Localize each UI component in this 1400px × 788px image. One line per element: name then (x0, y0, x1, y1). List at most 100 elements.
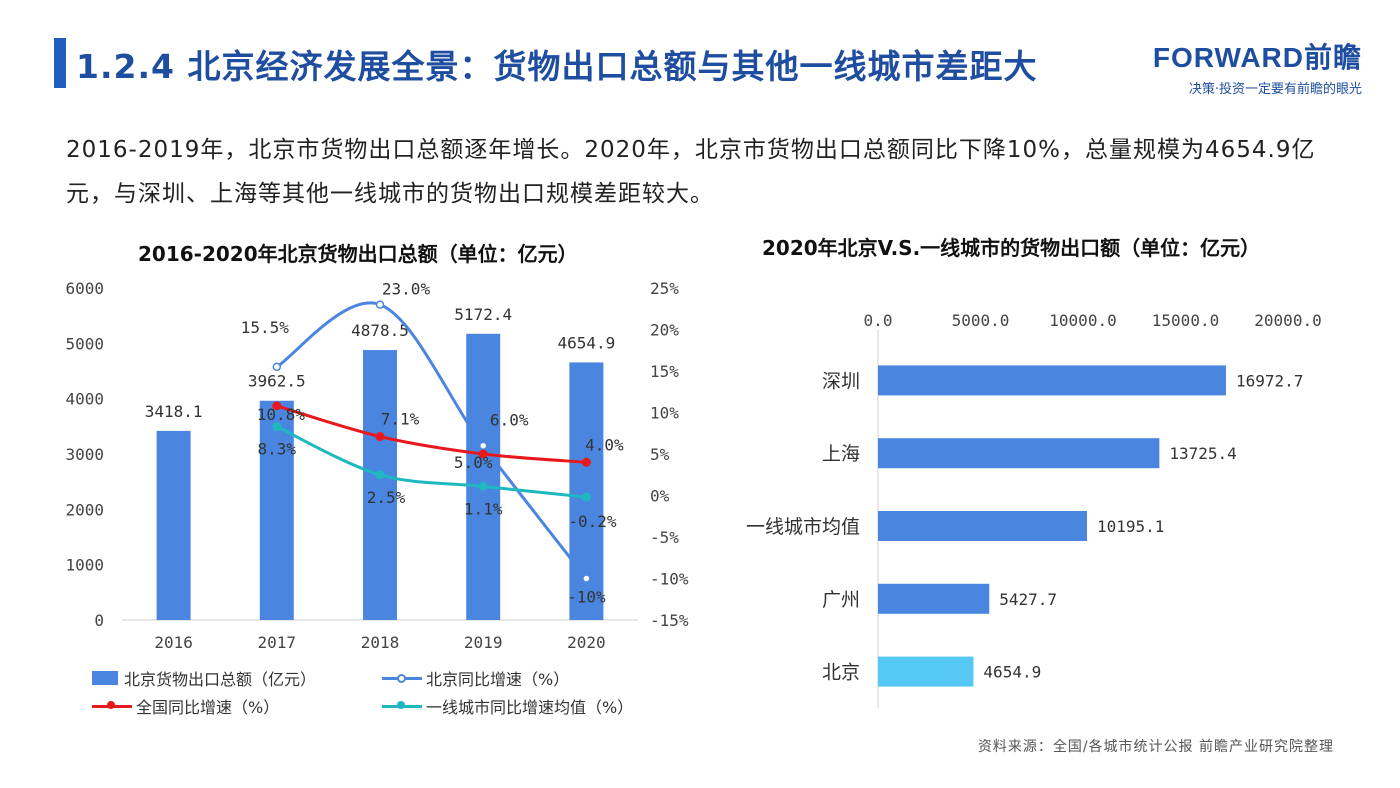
y-tick-label: 3000 (65, 445, 104, 464)
legend-beijing-growth-swatch (382, 673, 422, 683)
export-bar (156, 430, 191, 620)
city-bar (878, 583, 990, 614)
x-tick-label: 5000.0 (952, 311, 1010, 330)
y2-tick-label: 20% (650, 321, 679, 340)
logo-tagline: 决策·投资一定要有前瞻的眼光 (1188, 82, 1362, 97)
title-accent-bar (54, 38, 66, 88)
growth-point (581, 457, 591, 467)
export-bar (466, 333, 501, 620)
legend-national-growth-label: 全国同比增速（%） (136, 698, 280, 717)
legend-tier1-growth-label: 一线城市同比增速均值（%） (426, 698, 634, 717)
y2-tick-label: 5% (650, 445, 670, 464)
bar-data-label: 5172.4 (454, 305, 512, 324)
growth-point (272, 422, 282, 432)
growth-data-label: -0.2% (568, 512, 617, 531)
x-tick-label: 20000.0 (1254, 311, 1321, 330)
growth-data-label: 6.0% (490, 411, 529, 430)
category-label: 广州 (822, 589, 860, 611)
legend-bar-swatch (92, 671, 118, 685)
growth-point (272, 401, 282, 411)
export-bar (363, 350, 397, 620)
x-tick-label: 15000.0 (1152, 311, 1219, 330)
legend-bar-label: 北京货物出口总额（亿元） (124, 670, 317, 689)
growth-point (375, 470, 385, 480)
x-tick-label: 2018 (361, 633, 400, 652)
description-text: 2016-2019年，北京市货物出口总额逐年增长。2020年，北京市货物出口总额… (66, 137, 1316, 207)
y-tick-label: 4000 (65, 390, 104, 409)
y2-tick-label: 0% (650, 487, 670, 506)
growth-line-series-1 (276, 404, 587, 464)
source-note: 资料来源：全国/各城市统计公报 前瞻产业研究院整理 (977, 739, 1334, 755)
growth-point (478, 449, 488, 459)
growth-data-label: 5.0% (454, 453, 493, 472)
growth-point (478, 481, 488, 491)
growth-data-label: 8.3% (258, 440, 297, 459)
bar-data-label: 4654.9 (558, 333, 616, 352)
y-tick-label: 6000 (65, 279, 104, 298)
x-tick-label: 2016 (154, 633, 193, 652)
city-bar (878, 656, 974, 687)
category-label: 上海 (822, 443, 860, 465)
growth-data-label: 23.0% (382, 280, 431, 299)
growth-data-label: 1.1% (464, 499, 503, 518)
category-label: 深圳 (822, 370, 860, 392)
y2-tick-label: -15% (650, 611, 689, 630)
export-trend-chart: 0 1000 2000 3000 4000 5000 6000 -15% -10% -5% 0% 5%… (65, 279, 689, 652)
y2-tick-label: 25% (650, 279, 679, 298)
growth-data-label: 10.8% (257, 405, 306, 424)
x-tick-label: 0.0 (864, 311, 893, 330)
category-label: 北京 (822, 662, 860, 684)
city-bar (878, 438, 1160, 469)
growth-point (582, 574, 591, 583)
growth-point (272, 362, 282, 372)
bar-data-label: 4878.5 (351, 321, 409, 340)
right-chart-title: 2020年北京V.S.一线城市的货物出口额（单位：亿元） (762, 236, 1261, 260)
legend-tier1-growth-swatch (382, 700, 422, 709)
y-tick-label: 1000 (65, 556, 104, 575)
y2-tick-label: 15% (650, 362, 679, 381)
bar-data-label: 4654.9 (983, 663, 1041, 682)
y2-tick-label: -5% (650, 528, 679, 547)
legend-beijing-growth-item: 北京同比增速（%） (382, 666, 569, 690)
category-label: 一线城市均值 (746, 516, 860, 538)
y-tick-label: 2000 (65, 500, 104, 519)
growth-data-label: 15.5% (241, 318, 290, 337)
bar-data-label: 10195.1 (1097, 517, 1164, 536)
y2-tick-label: -10% (650, 570, 689, 589)
growth-point (581, 492, 591, 502)
legend-tier1-growth-item: 一线城市同比增速均值（%） (382, 694, 633, 718)
page-title: 1.2.4 北京经济发展全景：货物出口总额与其他一线城市差距大 (76, 47, 1038, 86)
growth-point (375, 432, 385, 442)
legend-beijing-growth-label: 北京同比增速（%） (426, 670, 570, 689)
bar-data-label: 13725.4 (1169, 444, 1236, 463)
bar-data-label: 3418.1 (145, 402, 203, 421)
city-bar (878, 511, 1087, 541)
x-tick-label: 2019 (464, 633, 503, 652)
y2-tick-label: 10% (650, 404, 679, 423)
growth-line-series-2 (276, 425, 587, 499)
export-bar (259, 400, 294, 620)
growth-point (375, 300, 385, 309)
legend-national-growth-item: 全国同比增速（%） (92, 694, 279, 718)
growth-data-label: -10% (567, 588, 606, 607)
left-chart-title: 2016-2020年北京货物出口总额（单位：亿元） (138, 242, 578, 266)
x-tick-label: 2020 (567, 633, 606, 652)
legend-national-growth-swatch (92, 700, 132, 709)
city-comparison-chart: 0.0 5000.0 10000.0 15000.0 20000.0 深圳上海一线城市均值… (746, 311, 1322, 708)
brand-logo: FORWARD前瞻 决策·投资一定要有前瞻的眼光 (1153, 36, 1362, 97)
bar-data-label: 5427.7 (999, 590, 1057, 609)
growth-line-series-0 (275, 301, 588, 580)
bar-data-label: 16972.7 (1236, 371, 1303, 390)
x-tick-label: 2017 (258, 633, 297, 652)
growth-data-label: 4.0% (585, 435, 624, 454)
y-tick-label: 0 (94, 611, 104, 630)
y-tick-label: 5000 (65, 334, 104, 353)
growth-data-label: 7.1% (381, 410, 420, 429)
left-chart-legend: 北京货物出口总额（亿元） 北京同比增速（%） 全国同比增速（%） 一线城市同比增… (92, 664, 692, 724)
growth-data-label: 2.5% (367, 488, 406, 507)
x-tick-label: 10000.0 (1049, 311, 1116, 330)
growth-point (478, 441, 488, 450)
legend-bar-item: 北京货物出口总额（亿元） (92, 666, 316, 690)
city-bar (878, 365, 1226, 396)
bar-data-label: 3962.5 (248, 372, 306, 391)
